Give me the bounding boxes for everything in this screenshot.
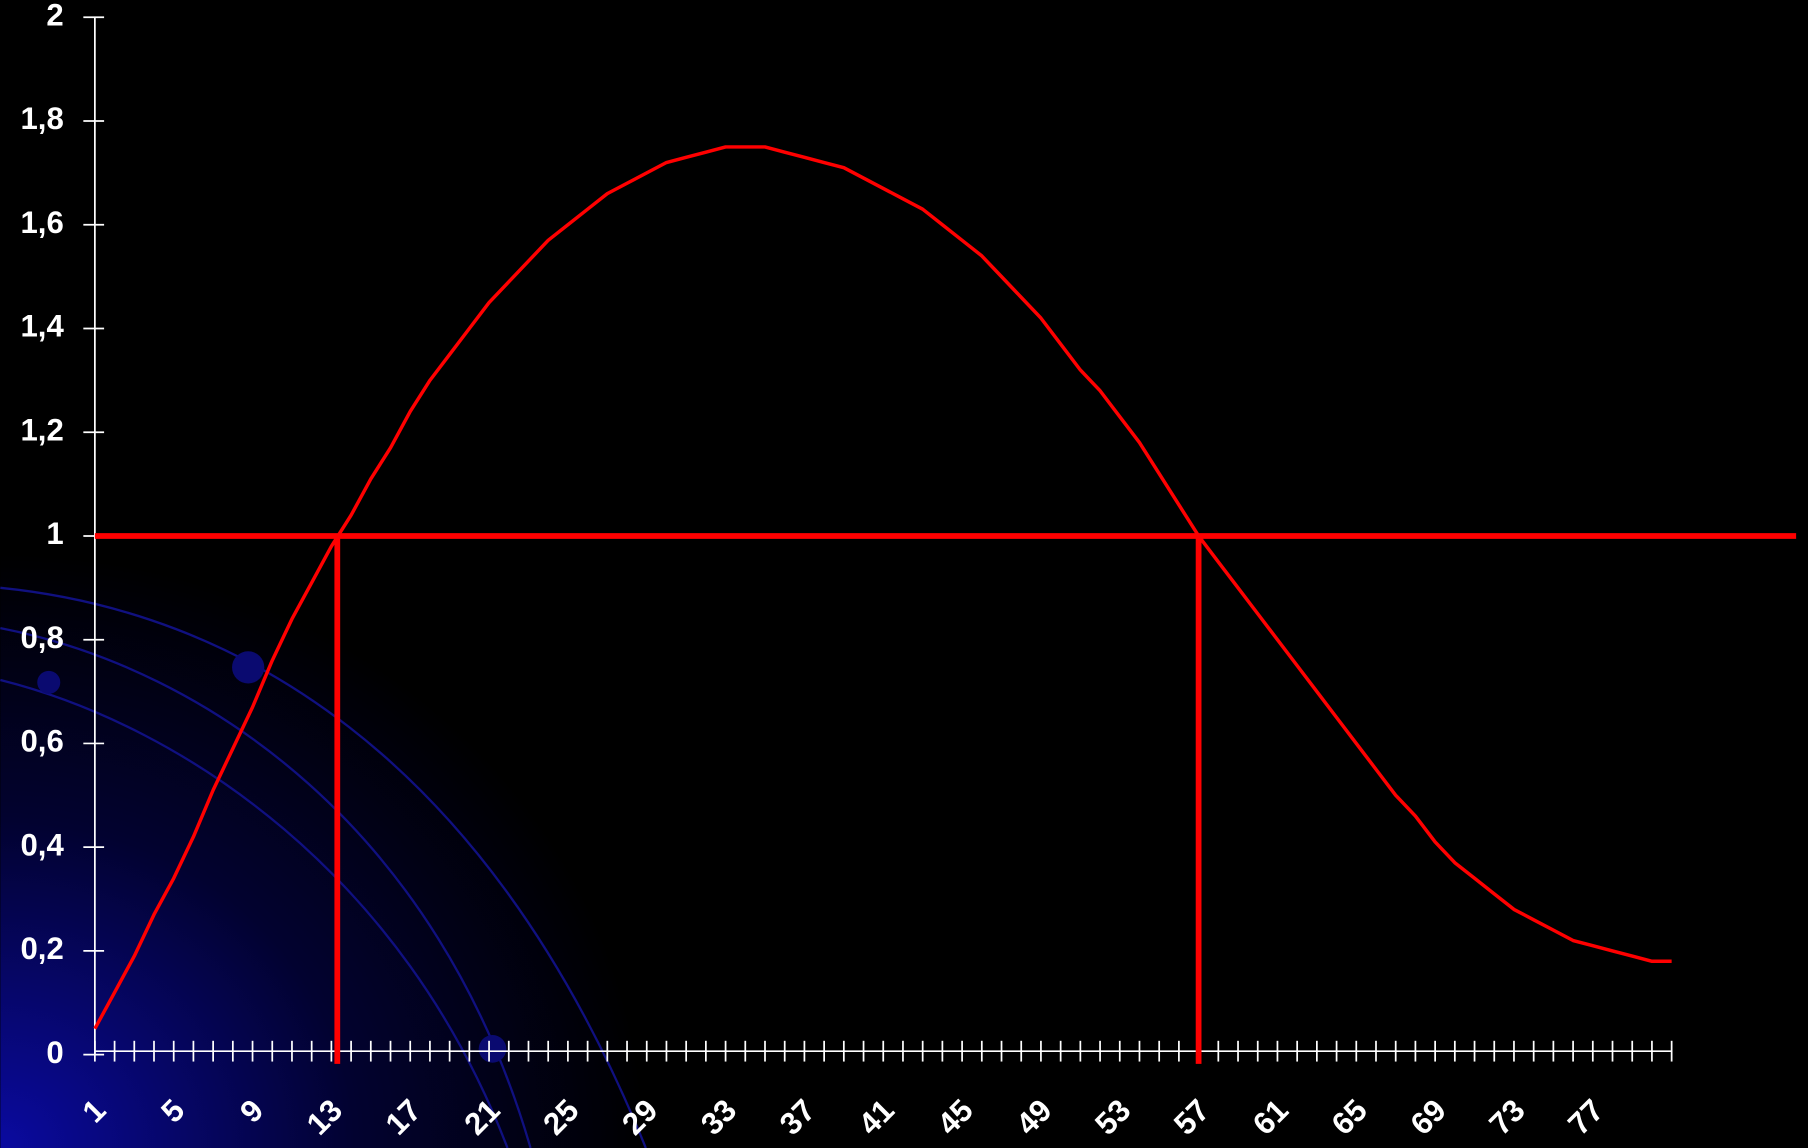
decor-dot [37,671,60,694]
decor-dot [232,651,264,683]
decor-dot [479,1035,507,1063]
page: 00,20,40,60,811,21,41,61,821591317212529… [0,0,1808,1148]
y-tick-label: 1,8 [20,101,63,136]
y-tick-label: 0,4 [20,827,64,862]
y-tick-label: 0 [46,1035,63,1070]
y-tick-label: 0,8 [20,620,63,655]
y-tick-label: 0,6 [20,724,63,759]
y-tick-label: 1,2 [20,412,63,447]
y-tick-label: 0,2 [20,931,63,966]
y-tick-label: 2 [46,0,63,33]
chart: 00,20,40,60,811,21,41,61,821591317212529… [0,0,1808,1148]
y-tick-label: 1,4 [20,309,64,344]
y-tick-label: 1,6 [20,205,63,240]
y-tick-label: 1 [46,516,63,551]
